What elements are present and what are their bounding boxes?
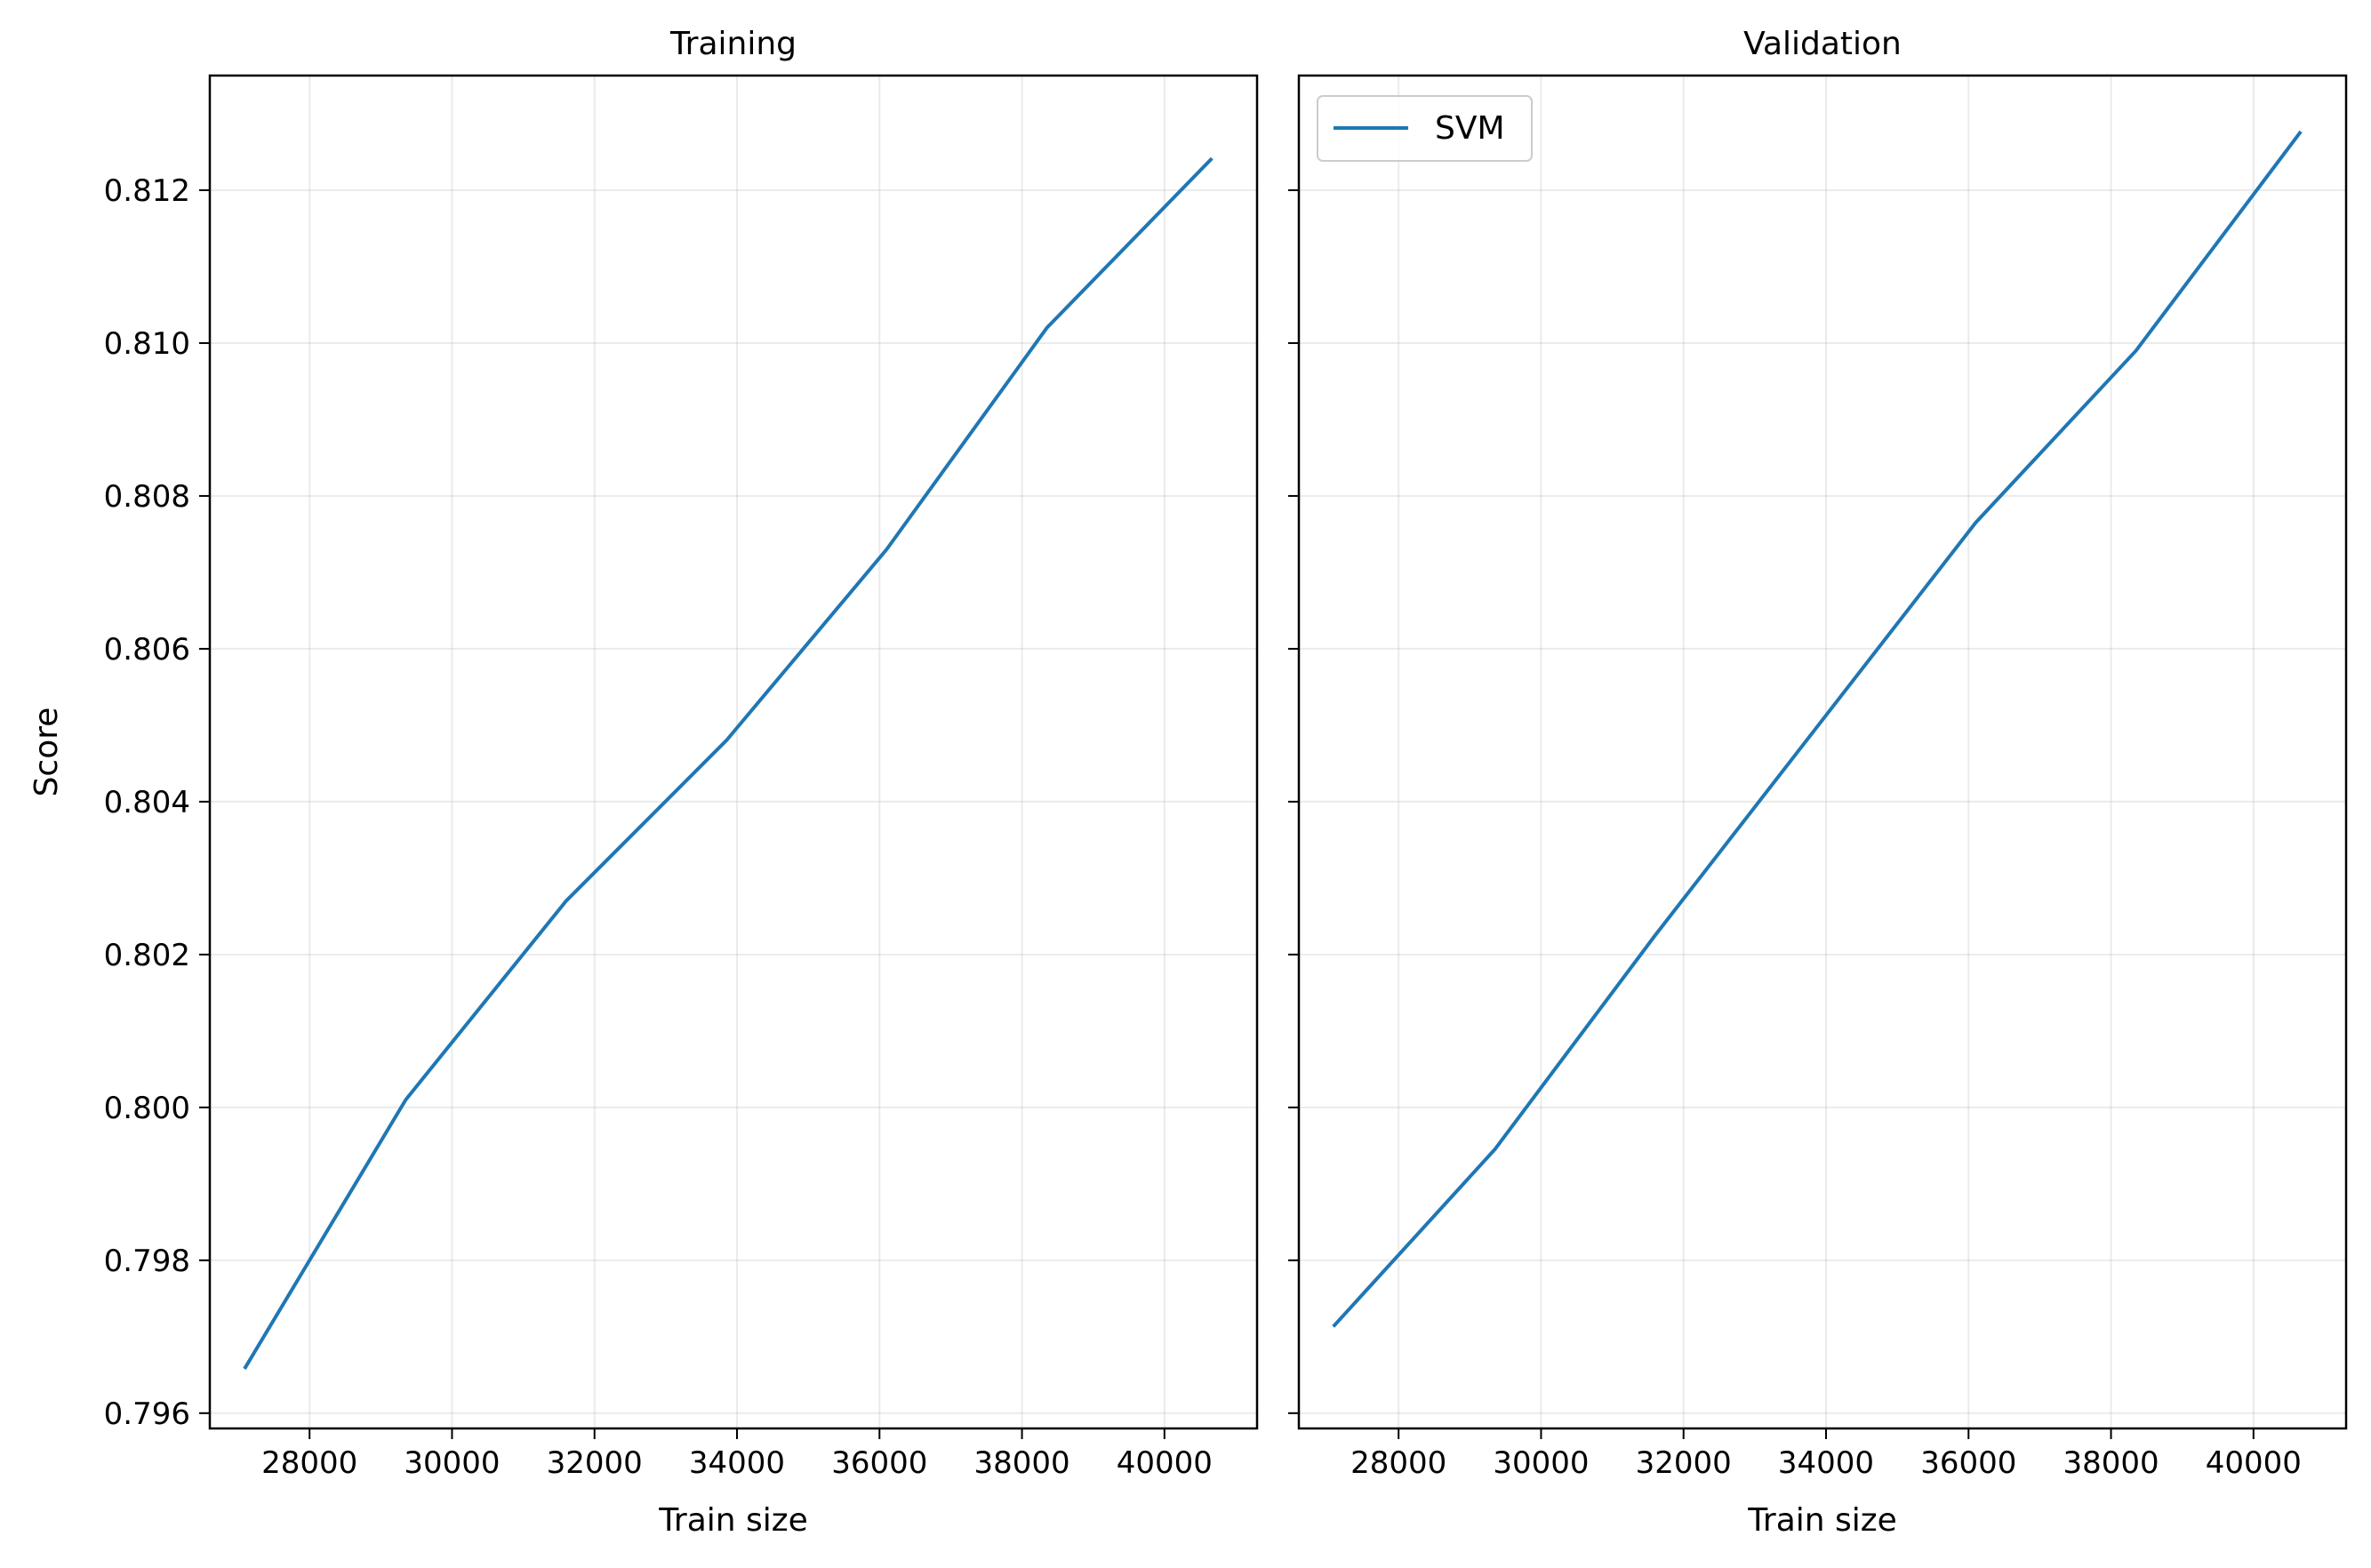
training-y-tick-label: 0.808 [104, 479, 190, 515]
validation-title: Validation [1743, 26, 1902, 62]
validation-x-tick-label: 28000 [1350, 1445, 1446, 1481]
training-y-tick-label: 0.810 [104, 326, 190, 362]
training-panel: 28000 30000 32000 34000 36000 38000 40000 0.796… [28, 26, 1259, 1539]
training-axes-frame [208, 74, 1259, 1430]
validation-x-tick-label: 40000 [2206, 1445, 2302, 1481]
training-x-tick-label: 28000 [261, 1445, 357, 1481]
validation-legend-box [1317, 95, 1533, 162]
training-x-tick-label: 40000 [1117, 1445, 1213, 1481]
training-y-tick-label: 0.804 [104, 785, 190, 820]
training-y-tick-label: 0.802 [104, 938, 190, 973]
validation-x-tick-label: 38000 [2063, 1445, 2159, 1481]
validation-axes-frame [1297, 74, 2348, 1430]
training-y-tick-label: 0.796 [104, 1396, 190, 1432]
validation-legend: SVM [1317, 95, 1533, 162]
validation-x-tick-label: 30000 [1493, 1445, 1589, 1481]
validation-x-tick-label: 36000 [1920, 1445, 2016, 1481]
training-y-tick-label: 0.800 [104, 1091, 190, 1126]
training-y-tick-label: 0.806 [104, 632, 190, 668]
training-x-tick-label: 36000 [831, 1445, 927, 1481]
training-x-tick-label: 30000 [404, 1445, 500, 1481]
training-x-tick-label: 34000 [689, 1445, 785, 1481]
validation-legend-label-svm: SVM [1435, 110, 1505, 147]
training-title: Training [669, 26, 797, 62]
validation-panel: 28000 30000 32000 34000 36000 38000 40000 Valid… [1288, 26, 2348, 1539]
validation-x-tick-label: 32000 [1636, 1445, 1732, 1481]
validation-x-axis-label: Train size [1747, 1502, 1897, 1539]
training-y-tick-label: 0.812 [104, 173, 190, 209]
training-y-axis-label: Score [28, 708, 65, 797]
training-x-tick-label: 32000 [547, 1445, 643, 1481]
training-series-line-svm [243, 156, 1214, 1370]
training-y-tick-label: 0.798 [104, 1244, 190, 1279]
training-x-axis-label: Train size [658, 1502, 808, 1539]
validation-x-tick-label: 34000 [1778, 1445, 1874, 1481]
validation-series-line-svm [1332, 130, 2303, 1328]
training-x-tick-label: 38000 [973, 1445, 1069, 1481]
